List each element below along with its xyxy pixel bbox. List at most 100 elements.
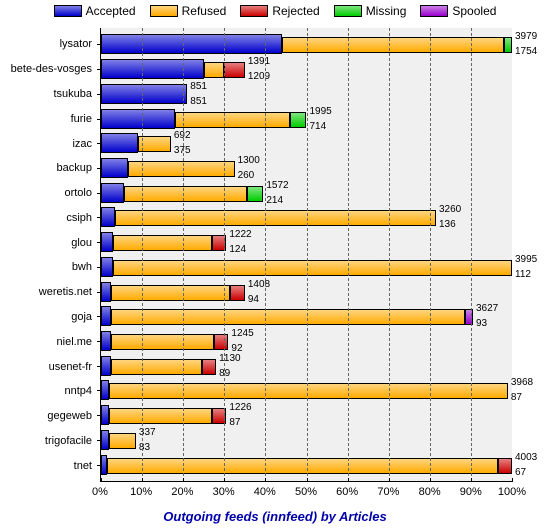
bar-segment-refused — [107, 458, 497, 474]
x-tick — [471, 478, 472, 482]
x-axis-tick-label: 50% — [295, 486, 317, 498]
x-axis-tick-label: 90% — [460, 486, 482, 498]
grid-line — [348, 28, 349, 481]
bar-segment-refused — [175, 112, 290, 128]
y-axis-label: glou — [71, 237, 92, 249]
x-tick — [101, 478, 102, 482]
bar-segment-refused — [111, 285, 230, 301]
value-label-total: 1130 — [219, 353, 241, 364]
y-tick — [97, 415, 101, 416]
value-label-accepted: 260 — [238, 170, 255, 181]
plot-area: 3979175413911209851851199571469237513002… — [100, 28, 512, 482]
y-tick — [97, 119, 101, 120]
y-axis-label: tsukuba — [53, 88, 92, 100]
y-tick — [97, 465, 101, 466]
x-axis-labels: 0%10%20%30%40%50%60%70%80%90%100% — [100, 484, 512, 500]
value-label-total: 4003 — [515, 452, 537, 463]
value-label-total: 3979 — [515, 31, 537, 42]
value-label-accepted: 851 — [190, 96, 207, 107]
grid-line — [430, 28, 431, 481]
value-label-accepted: 136 — [439, 219, 456, 230]
value-label-accepted: 714 — [310, 121, 327, 132]
legend-item-refused: Refused — [150, 4, 227, 18]
x-axis-tick-label: 10% — [130, 486, 152, 498]
x-tick — [224, 478, 225, 482]
y-axis-label: usenet-fr — [49, 361, 92, 373]
bar-segment-missing — [504, 37, 512, 53]
bar-segment-missing — [290, 112, 306, 128]
legend-item-spooled: Spooled — [420, 4, 496, 18]
y-axis-label: weretis.net — [39, 286, 92, 298]
bar-segment-refused — [204, 62, 225, 78]
bar-segment-missing — [247, 186, 263, 202]
value-label-total: 1572 — [266, 180, 288, 191]
grid-line — [183, 28, 184, 481]
y-axis-label: lysator — [60, 38, 92, 50]
legend-item-accepted: Accepted — [54, 4, 136, 18]
y-tick — [97, 94, 101, 95]
y-axis-label: bwh — [72, 261, 92, 273]
x-axis-tick-label: 60% — [336, 486, 358, 498]
value-label-total: 3968 — [511, 377, 533, 388]
y-tick — [97, 440, 101, 441]
legend-swatch — [240, 5, 268, 17]
y-tick — [97, 292, 101, 293]
chart-title: Outgoing feeds (innfeed) by Articles — [0, 509, 550, 524]
y-axis-label: izac — [72, 138, 92, 150]
grid-line — [307, 28, 308, 481]
value-label-accepted: 87 — [511, 392, 522, 403]
x-axis-tick-label: 70% — [377, 486, 399, 498]
x-tick — [183, 478, 184, 482]
y-tick — [97, 193, 101, 194]
legend-label: Missing — [366, 4, 407, 18]
bar-segment-refused — [111, 334, 214, 350]
y-tick — [97, 390, 101, 391]
value-label-accepted: 87 — [229, 417, 240, 428]
x-tick — [142, 478, 143, 482]
bar-segment-refused — [128, 161, 235, 177]
value-label-accepted: 1209 — [248, 71, 270, 82]
y-tick — [97, 44, 101, 45]
grid-line — [389, 28, 390, 481]
y-tick — [97, 366, 101, 367]
value-label-accepted: 83 — [139, 442, 150, 453]
y-axis-label: furie — [71, 113, 92, 125]
bar-segment-rejected — [214, 334, 228, 350]
legend: AcceptedRefusedRejectedMissingSpooled — [0, 4, 550, 18]
value-label-total: 1995 — [310, 106, 332, 117]
y-axis-label: niel.me — [57, 336, 92, 348]
bar-segment-rejected — [230, 285, 244, 301]
y-tick — [97, 217, 101, 218]
bar-segment-refused — [113, 260, 512, 276]
value-label-total: 1391 — [248, 56, 270, 67]
value-label-accepted: 67 — [515, 467, 526, 478]
x-axis-tick-label: 0% — [92, 486, 108, 498]
bar-segment-refused — [109, 383, 508, 399]
y-tick — [97, 316, 101, 317]
value-label-accepted: 112 — [515, 269, 531, 280]
x-axis-tick-label: 100% — [498, 486, 526, 498]
bar-segment-refused — [111, 309, 464, 325]
y-axis-label: csiph — [66, 212, 92, 224]
y-tick — [97, 267, 101, 268]
y-axis-label: tnet — [74, 460, 92, 472]
y-axis-label: backup — [57, 162, 92, 174]
legend-label: Accepted — [86, 4, 136, 18]
bar-segment-refused — [109, 408, 212, 424]
x-tick — [430, 478, 431, 482]
value-label-accepted: 93 — [476, 318, 487, 329]
value-label-total: 1300 — [238, 155, 260, 166]
legend-label: Refused — [182, 4, 227, 18]
x-tick — [389, 478, 390, 482]
value-label-total: 3627 — [476, 303, 498, 314]
y-axis-label: goja — [71, 311, 92, 323]
bar-segment-refused — [113, 235, 212, 251]
x-axis-tick-label: 30% — [213, 486, 235, 498]
x-tick — [265, 478, 266, 482]
y-tick — [97, 69, 101, 70]
value-label-accepted: 1754 — [515, 46, 537, 57]
y-axis-label: nntp4 — [64, 385, 92, 397]
value-label-total: 3260 — [439, 204, 461, 215]
y-axis-label: trigofacile — [45, 435, 92, 447]
x-axis-tick-label: 20% — [171, 486, 193, 498]
